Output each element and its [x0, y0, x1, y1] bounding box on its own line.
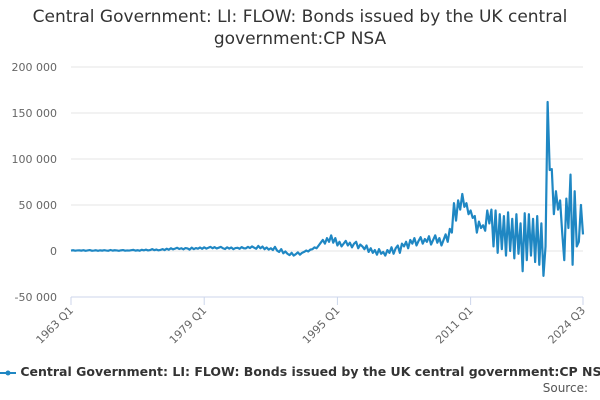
y-tick-label: -50 000 [15, 291, 57, 304]
y-tick-label: 150 000 [12, 107, 58, 120]
y-tick-label: 200 000 [12, 61, 58, 74]
x-tick-label: 2011 Q1 [433, 304, 476, 347]
data-line [70, 100, 585, 277]
y-tick-label: 100 000 [12, 153, 58, 166]
x-tick-label: 2024 Q3 [546, 304, 589, 347]
chart-title: Central Government: LI: FLOW: Bonds issu… [32, 7, 568, 49]
legend: Central Government: LI: FLOW: Bonds issu… [0, 364, 600, 382]
y-tick-label: 50 000 [19, 199, 58, 212]
x-tick-label: 1963 Q1 [34, 304, 77, 347]
x-tick-label: 1979 Q1 [167, 304, 210, 347]
x-tick-label: 1995 Q1 [300, 304, 343, 347]
legend-symbol [0, 370, 16, 375]
y-tick-label: 0 [50, 245, 57, 258]
legend-label: Central Government: LI: FLOW: Bonds issu… [20, 364, 600, 379]
source: Source: [542, 381, 588, 395]
